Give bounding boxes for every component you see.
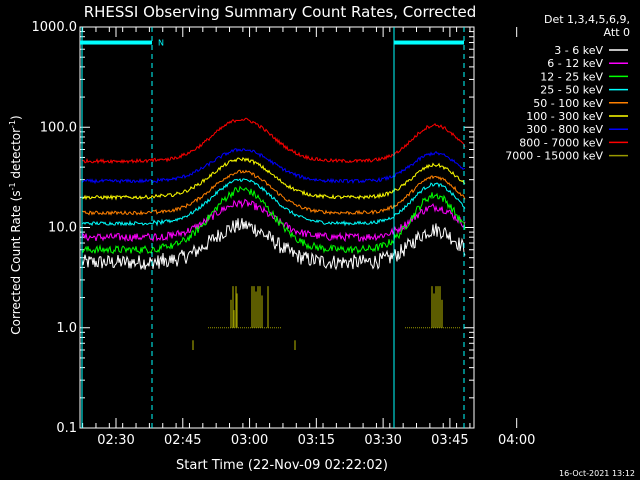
legend-entry-label: 50 - 100 keV [533,97,603,110]
y-tick-label: 100.0 [40,120,77,135]
y-label-exp-b: -1 [8,120,17,128]
chart-title: RHESSI Observing Summary Count Rates, Co… [84,3,477,21]
legend-entry-label: 12 - 25 keV [540,70,603,83]
x-axis-label: Start Time (22-Nov-09 02:22:02) [176,458,388,473]
y-axis-label: Corrected Count Rate (s-1 detector-1) [8,115,23,334]
series-line [81,198,466,243]
legend-entry-label: 25 - 50 keV [540,84,603,97]
night-bar [394,40,464,45]
series-line [81,169,466,216]
legend-header-line2: Att 0 [604,26,630,39]
y-label-part-b: detector [9,128,23,183]
night-label: N [158,39,164,48]
x-tick-label: 03:30 [364,433,401,448]
x-tick-label: 03:45 [431,433,468,448]
legend-entry-label: 3 - 6 keV [554,44,603,57]
series-group [81,117,466,350]
y-tick-label: 10.0 [48,221,77,236]
x-tick-label: 03:00 [231,433,268,448]
y-label-part-a: Corrected Count Rate (s [9,190,23,334]
y-label-part-c: ) [9,115,23,120]
markers-group: N [80,27,465,428]
y-tick-label: 1000.0 [32,20,78,35]
x-tick-label: 03:15 [298,433,335,448]
series-line [81,148,466,185]
legend-header-line1: Det 1,3,4,5,6,9, [544,13,630,26]
series-line [81,218,466,271]
legend-entry-label: 800 - 7000 keV [519,136,603,149]
timestamp: 16-Oct-2021 13:12 [559,469,635,478]
legend-entry-label: 7000 - 15000 keV [505,150,603,163]
plot-frame [79,26,475,429]
x-tick-label: 02:30 [97,433,134,448]
series-line [81,117,466,165]
axes: 1000.0 100.0 10.0 1.0 0.1 02:30 02:45 03:00 03:1… [32,20,536,448]
series-line [81,157,466,201]
legend-entry-label: 6 - 12 keV [547,57,603,70]
y-tick-label: 0.1 [56,421,77,436]
night-bar [80,40,152,45]
legend-entry-label: 300 - 800 keV [526,123,603,136]
legend-entry-label: 100 - 300 keV [526,110,603,123]
series-line [81,178,466,227]
series-line [81,185,466,255]
y-label-exp-a: -1 [8,182,17,190]
x-tick-label: 02:45 [164,433,201,448]
x-tick-label: 04:00 [498,433,535,448]
y-tick-label: 1.0 [56,321,77,336]
